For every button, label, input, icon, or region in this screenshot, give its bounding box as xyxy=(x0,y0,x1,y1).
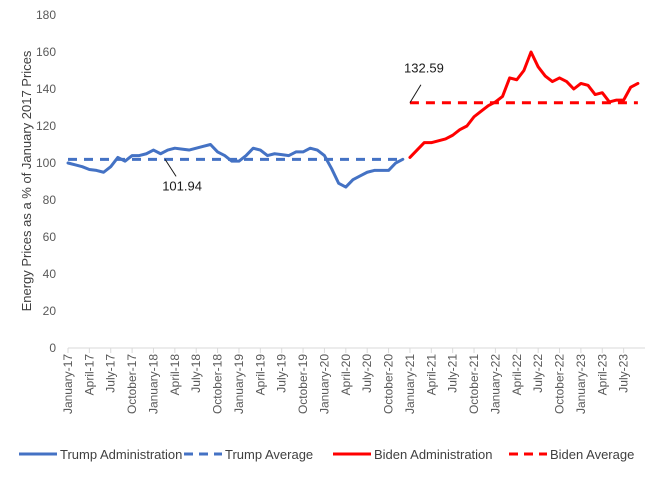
x-tick-label: October-17 xyxy=(125,354,139,414)
x-tick-label: October-19 xyxy=(296,354,310,414)
x-tick-label: April-19 xyxy=(253,354,267,396)
x-tick-label: April-23 xyxy=(595,354,609,396)
legend-label: Biden Average xyxy=(550,447,634,462)
annotation-label: 132.59 xyxy=(404,61,444,76)
x-tick-label: January-17 xyxy=(61,354,75,414)
x-tick-label: October-22 xyxy=(553,354,567,414)
legend-label: Biden Administration xyxy=(374,447,493,462)
annotation-leader xyxy=(164,159,177,177)
y-axis-label: Energy Prices as a % of January 2017 Pri… xyxy=(19,50,34,311)
x-tick-label: July-17 xyxy=(104,354,118,393)
y-tick-label: 20 xyxy=(43,304,57,318)
x-tick-label: January-22 xyxy=(488,354,502,414)
y-tick-label: 60 xyxy=(43,230,57,244)
x-tick-label: July-18 xyxy=(189,354,203,393)
annotations-group: 101.94 132.59 xyxy=(162,61,444,194)
y-tick-label: 120 xyxy=(36,119,56,133)
x-tick-label: January-18 xyxy=(146,354,160,414)
trump-administration-line xyxy=(66,143,405,189)
annotation-leader xyxy=(409,84,422,103)
y-tick-label: 0 xyxy=(49,341,56,355)
x-tick-label: July-22 xyxy=(531,354,545,393)
y-axis-ticks: 0 20 40 60 80 100 120 140 160 180 xyxy=(36,8,56,355)
x-axis-ticks: January-17 April-17 July-17 October-17 Janua… xyxy=(61,348,631,414)
y-tick-label: 40 xyxy=(43,267,57,281)
x-tick-label: April-21 xyxy=(424,354,438,396)
annotation-label: 101.94 xyxy=(162,178,202,193)
x-tick-label: October-20 xyxy=(382,354,396,414)
x-tick-label: July-20 xyxy=(360,354,374,393)
x-tick-label: January-21 xyxy=(403,354,417,414)
y-tick-label: 100 xyxy=(36,156,56,170)
y-tick-label: 140 xyxy=(36,82,56,96)
x-tick-label: January-20 xyxy=(317,354,331,414)
x-tick-label: April-20 xyxy=(339,354,353,396)
x-tick-label: October-18 xyxy=(211,354,225,414)
y-axis-label-group: Energy Prices as a % of January 2017 Pri… xyxy=(19,50,34,311)
y-tick-label: 180 xyxy=(36,8,56,22)
x-tick-label: July-21 xyxy=(446,354,460,393)
y-tick-label: 80 xyxy=(43,193,57,207)
x-tick-label: April-22 xyxy=(510,354,524,396)
series-group xyxy=(66,50,640,189)
legend: Trump Administration Trump Average Biden A… xyxy=(19,447,634,462)
y-tick-label: 160 xyxy=(36,45,56,59)
x-tick-label: July-19 xyxy=(275,354,289,393)
legend-label: Trump Average xyxy=(225,447,313,462)
legend-label: Trump Administration xyxy=(60,447,182,462)
x-tick-label: July-23 xyxy=(617,354,631,393)
x-tick-label: April-17 xyxy=(82,354,96,396)
x-tick-label: January-23 xyxy=(574,354,588,414)
x-tick-label: October-21 xyxy=(467,354,481,414)
biden-administration-line xyxy=(408,50,640,159)
x-tick-label: April-18 xyxy=(168,354,182,396)
x-tick-label: January-19 xyxy=(232,354,246,414)
